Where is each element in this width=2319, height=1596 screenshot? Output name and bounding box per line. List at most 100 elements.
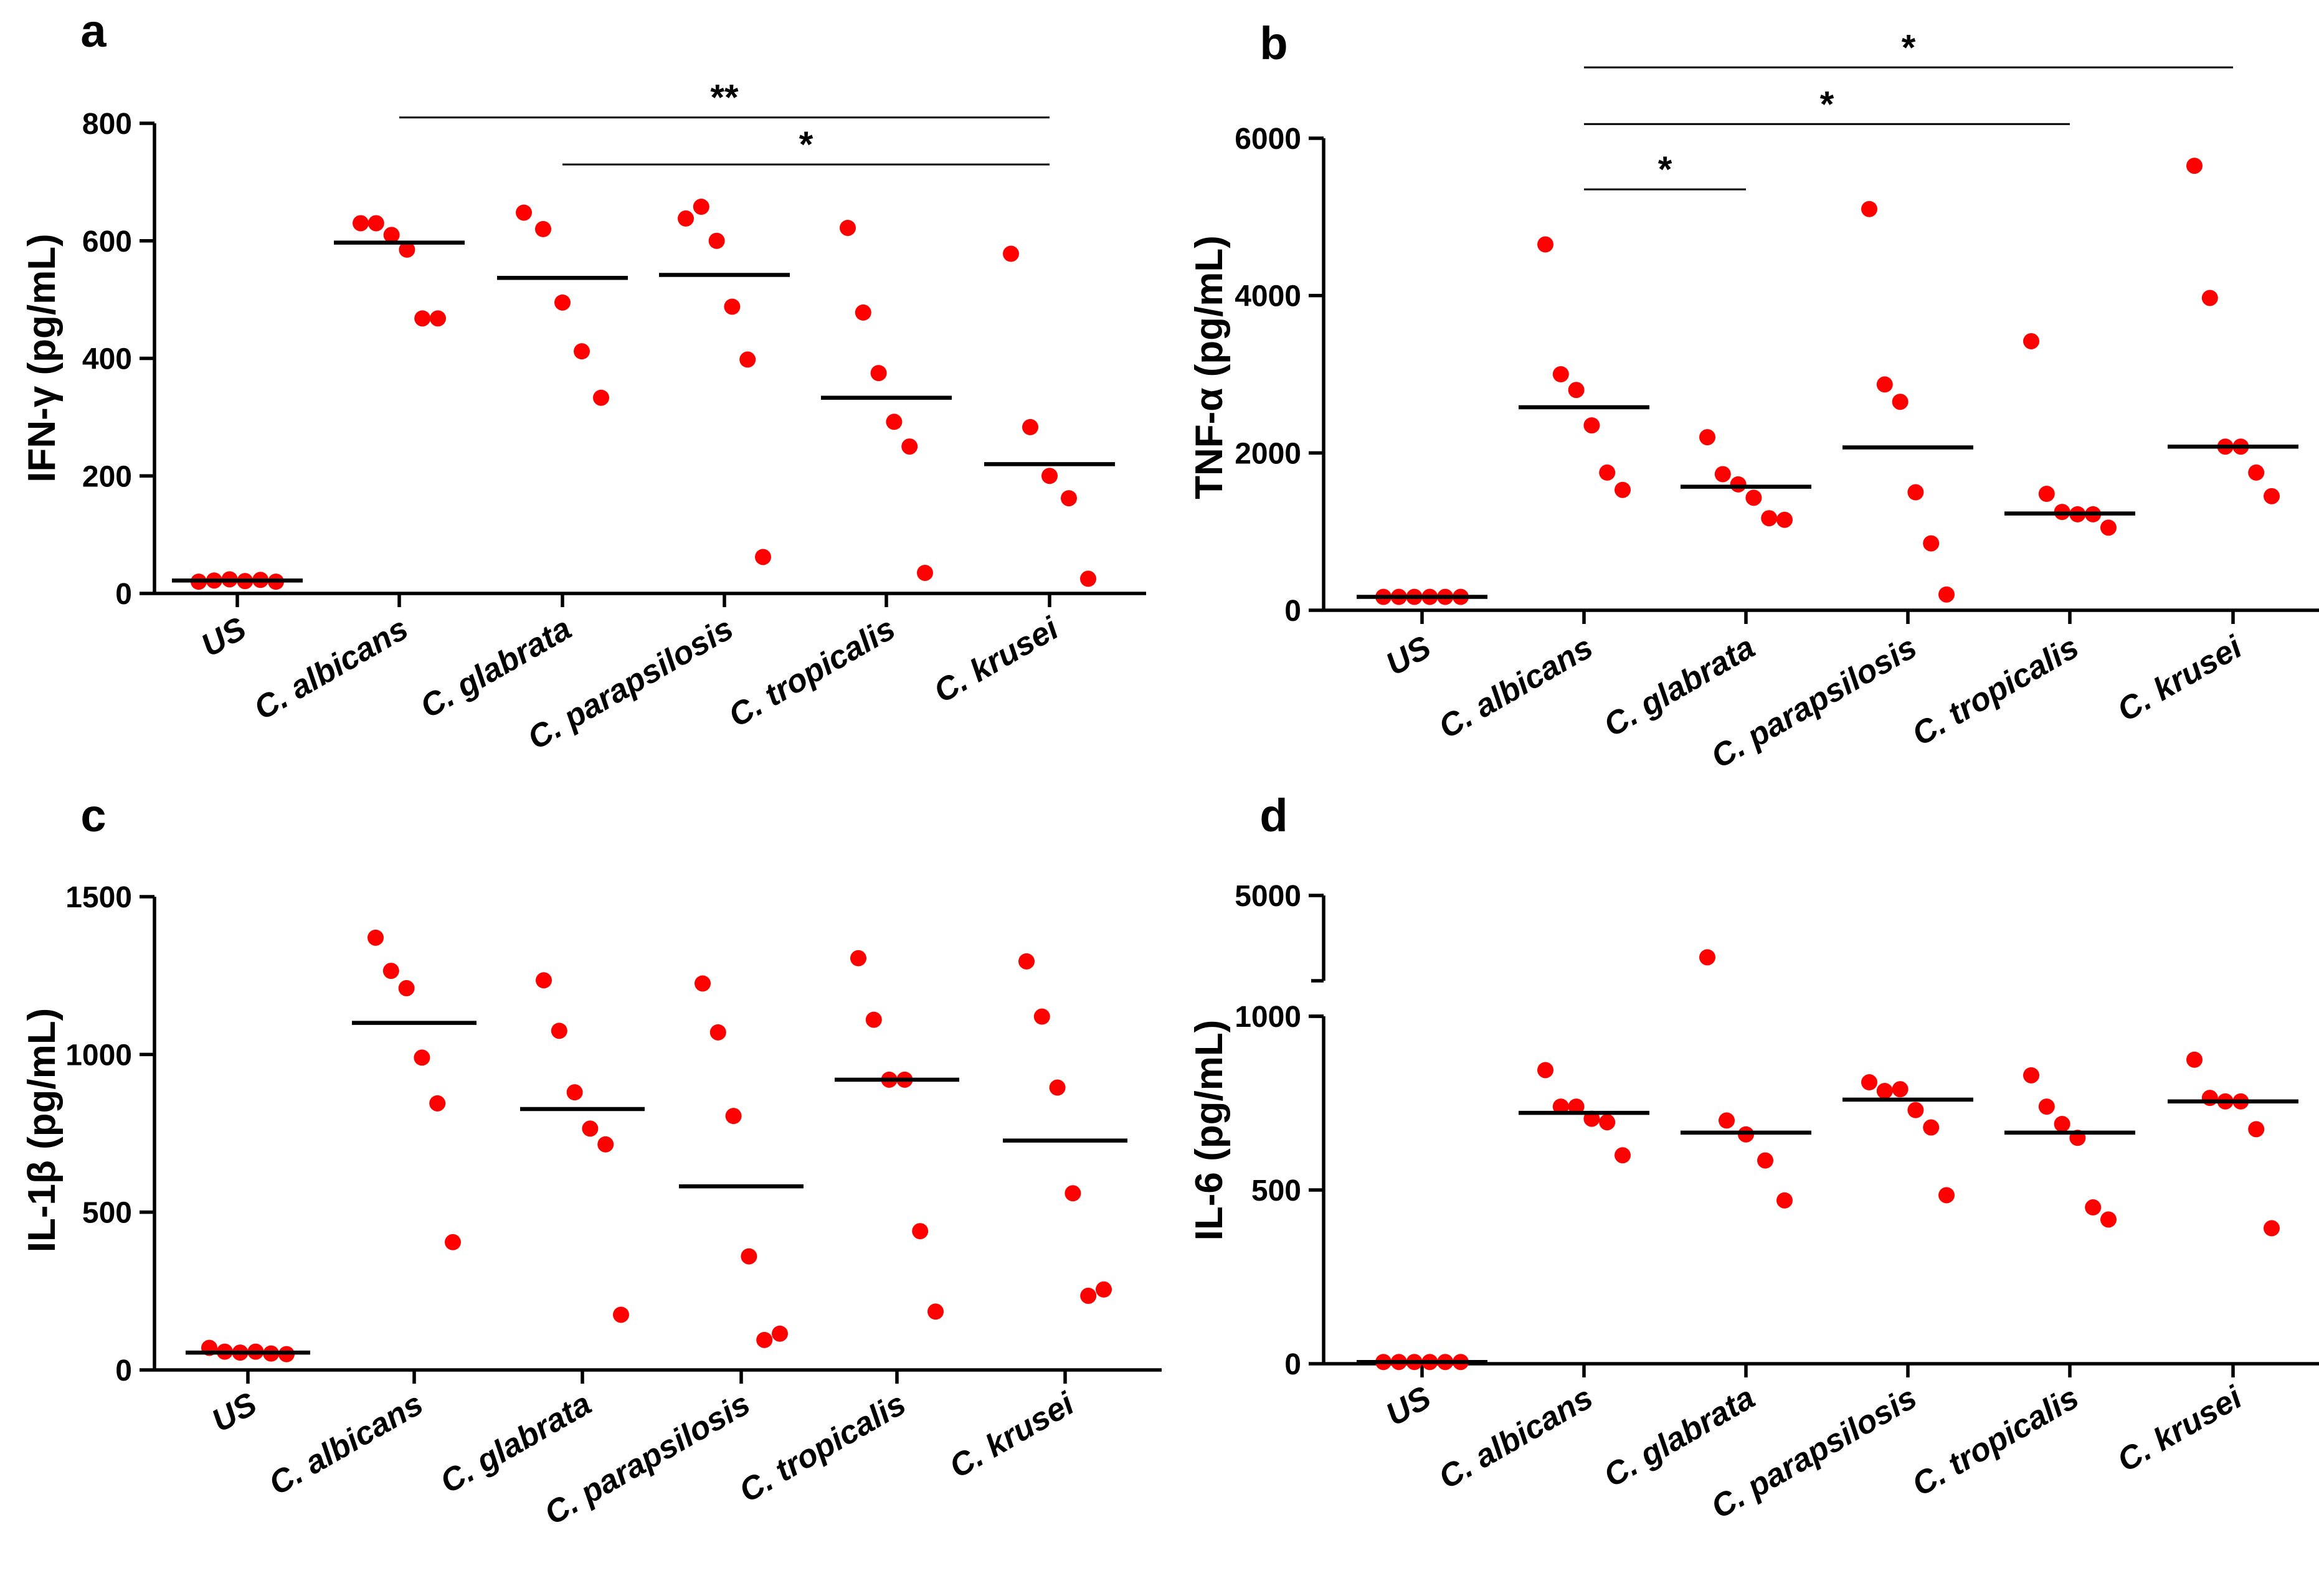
x-tick-label: C. tropicalis (723, 610, 901, 734)
y-tick-label: 0 (1284, 1348, 1301, 1381)
data-point (1761, 510, 1778, 527)
data-point (1892, 394, 1909, 410)
data-point (2186, 158, 2203, 174)
data-point (695, 975, 711, 992)
data-point (724, 298, 741, 315)
y-axis-label: IL-6 (pg/mL) (1188, 1020, 1231, 1241)
data-point (1096, 1281, 1112, 1298)
significance-label: * (1820, 84, 1834, 125)
y-tick-label: 200 (82, 460, 132, 493)
y-tick-label: 4000 (1235, 280, 1301, 313)
data-point (368, 215, 384, 232)
data-point (870, 365, 887, 382)
data-point (1552, 366, 1569, 382)
data-point (1923, 535, 1940, 552)
panel-b: b TNF-α (pg/mL) 0 2000 4000 6000 USC. albicans… (1188, 17, 2319, 775)
data-point (2248, 1121, 2265, 1138)
x-tick-label: C. albicans (248, 610, 414, 727)
data-point (1018, 953, 1035, 970)
data-point (1003, 245, 1019, 262)
panel-a: a IFN-γ (pg/mL) 0 200 400 600 800 USC. albicans… (21, 5, 1146, 757)
x-tick-label: C. tropicalis (733, 1386, 912, 1509)
data-point (678, 210, 694, 227)
data-point (901, 438, 918, 455)
y-tick-label: 500 (1251, 1174, 1301, 1207)
data-point (1615, 1147, 1631, 1164)
data-point (1938, 1187, 1955, 1204)
x-tick-label: US (1380, 629, 1437, 683)
data-point (2201, 290, 2218, 306)
significance-label: ** (710, 78, 739, 118)
data-point (725, 1108, 742, 1125)
data-point (1714, 466, 1731, 483)
y-tick-label: 0 (115, 1354, 132, 1387)
y-tick-label: 800 (82, 108, 132, 141)
data-point (1876, 376, 1893, 393)
y-axis-label: IFN-γ (pg/mL) (21, 234, 64, 483)
data-point (536, 972, 552, 989)
data-point (1615, 481, 1631, 498)
y-tick-label: 500 (82, 1197, 132, 1230)
data-point (2023, 333, 2039, 349)
data-point (855, 304, 871, 321)
data-point (429, 1095, 446, 1112)
data-point (917, 564, 933, 581)
data-point (1537, 236, 1553, 253)
data-point (2054, 1115, 2070, 1132)
data-point (445, 1234, 461, 1250)
data-point (1599, 464, 1616, 481)
data-point (430, 310, 446, 327)
panel-c: c IL-1β (pg/mL) 0 500 1000 1500 US C. albicans C… (21, 790, 1162, 1532)
x-tick-label: C. krusei (928, 610, 1066, 710)
data-point (353, 215, 369, 232)
x-tick-label: US (195, 610, 252, 664)
data-point (383, 227, 400, 243)
data-point (368, 929, 384, 946)
y-tick-label: 600 (82, 225, 132, 258)
data-point (1699, 429, 1715, 446)
y-tick-label: 2000 (1235, 437, 1301, 470)
data-point (741, 1248, 757, 1265)
data-point (2201, 1090, 2218, 1107)
data-point (399, 241, 415, 258)
y-axis-label: IL-1β (pg/mL) (21, 1008, 64, 1253)
data-point (566, 1084, 583, 1101)
data-point (1907, 484, 1924, 501)
data-point (2100, 519, 2117, 536)
x-tick-label: US (206, 1386, 263, 1440)
data-point (554, 294, 571, 311)
data-point (850, 950, 866, 966)
data-point (382, 963, 399, 980)
data-point (1041, 468, 1058, 484)
x-tick-label: C. albicans (1433, 1379, 1599, 1496)
data-point (2186, 1051, 2203, 1068)
data-point (613, 1306, 629, 1323)
data-point (1080, 1287, 1097, 1304)
panel-letter: c (80, 790, 106, 841)
data-point (1599, 1114, 1616, 1131)
y-tick-label: 1000 (1235, 1001, 1301, 1034)
panel-letter: a (80, 5, 107, 57)
data-point (2248, 464, 2265, 481)
x-tick-label: C. albicans (1433, 629, 1599, 746)
data-point (535, 220, 551, 237)
data-point (1923, 1119, 1940, 1136)
data-point (1568, 382, 1585, 399)
data-point (865, 1011, 882, 1028)
data-point (2085, 1199, 2102, 1216)
data-point (1699, 949, 1715, 966)
data-point (1061, 490, 1077, 507)
data-point (739, 351, 756, 368)
data-point (551, 1022, 567, 1039)
data-point (2100, 1211, 2117, 1228)
significance-label: * (1902, 27, 1916, 68)
data-point (1745, 489, 1762, 506)
data-point (927, 1303, 944, 1320)
data-point (886, 413, 903, 430)
y-tick-label: 1000 (65, 1039, 132, 1072)
data-point (2023, 1067, 2039, 1084)
data-point (1776, 1192, 1793, 1209)
data-point (414, 1049, 430, 1066)
data-point (2264, 1220, 2280, 1237)
